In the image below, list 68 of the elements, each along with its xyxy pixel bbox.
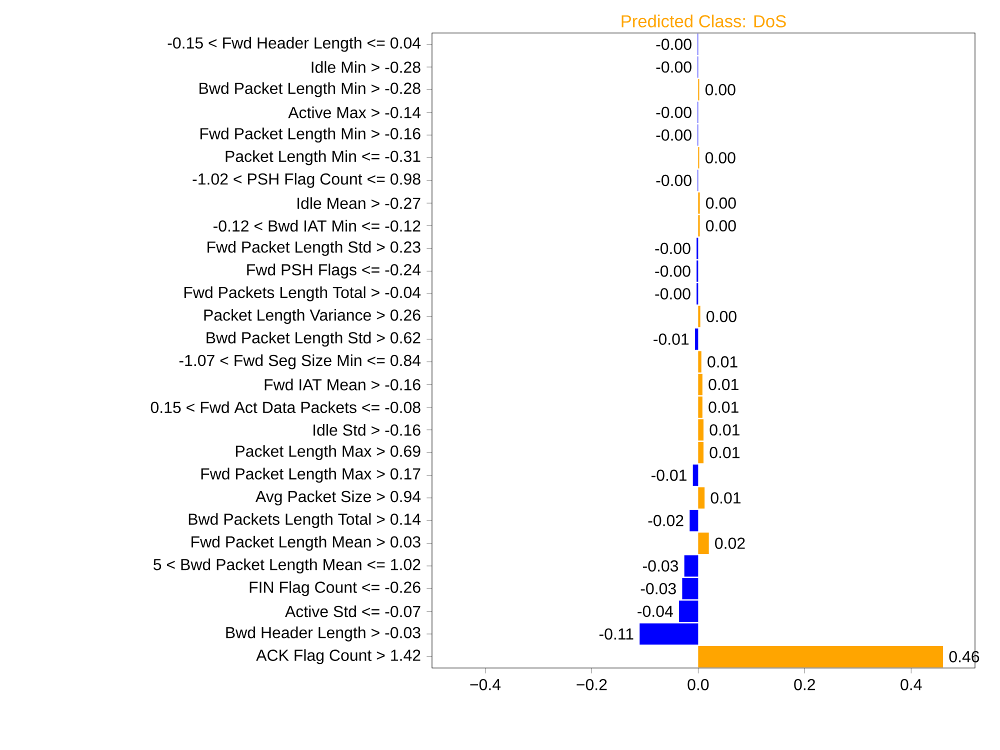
data-label: -0.00 xyxy=(656,106,692,118)
y-tick-label: Packet Length Min <= -0.31 xyxy=(226,150,420,166)
y-tick-label: Fwd Packet Length Max > 0.17 xyxy=(201,468,420,483)
y-tick-label: Bwd Packets Length Total > 0.14 xyxy=(188,513,421,528)
data-label: -0.02 xyxy=(648,514,684,526)
data-label: 0.00 xyxy=(706,220,736,232)
data-label: -0.01 xyxy=(654,334,689,345)
data-label: 0.01 xyxy=(710,492,741,504)
y-tick-label: Idle Std > -0.16 xyxy=(314,424,420,436)
y-tick-label: Fwd Packet Length Min > -0.16 xyxy=(200,128,420,143)
y-tick-label: Avg Packet Size > 0.94 xyxy=(256,490,421,506)
bar xyxy=(690,510,698,532)
data-label: 0.46 xyxy=(949,651,980,662)
y-tick-label: 5 < Bwd Packet Length Mean <= 1.02 xyxy=(154,558,420,574)
bar xyxy=(698,487,705,509)
y-tick-label: Packet Length Variance > 0.26 xyxy=(204,309,420,324)
y-tick-label: Idle Mean > -0.27 xyxy=(298,197,420,209)
data-label: -0.00 xyxy=(655,242,690,254)
bar xyxy=(694,328,698,350)
data-label: -0.04 xyxy=(638,606,673,617)
data-label: -0.00 xyxy=(655,265,690,277)
data-label: -0.00 xyxy=(656,38,692,50)
x-tick-label: 0.4 xyxy=(900,678,922,690)
x-tick-label: −0.4 xyxy=(470,678,501,690)
bar xyxy=(698,532,709,554)
x-tick-label: 0.0 xyxy=(688,678,709,690)
data-label: -0.01 xyxy=(651,470,686,481)
data-label: 0.01 xyxy=(708,378,738,390)
data-label: 0.01 xyxy=(708,356,738,368)
data-label: -0.00 xyxy=(656,129,692,141)
y-tick-label: -1.07 < Fwd Seg Size Min <= 0.84 xyxy=(179,354,421,370)
y-tick-label: -0.15 < Fwd Header Length <= 0.04 xyxy=(168,36,421,52)
y-tick-label: Fwd IAT Mean > -0.16 xyxy=(264,378,420,390)
y-tick-label: -0.12 < Bwd IAT Min <= -0.12 xyxy=(214,220,420,232)
data-label: -0.03 xyxy=(640,582,676,594)
y-tick-label: Bwd Packet Length Min > -0.28 xyxy=(200,82,420,98)
data-label: -0.00 xyxy=(656,174,692,186)
data-label: -0.00 xyxy=(656,61,692,73)
y-tick-label: Fwd PSH Flags <= -0.24 xyxy=(247,264,421,279)
data-label: -0.11 xyxy=(599,628,634,640)
data-label: 0.01 xyxy=(710,424,740,436)
y-tick-label: Packet Length Max > 0.69 xyxy=(236,445,420,460)
y-tick-label: Idle Min > -0.28 xyxy=(312,61,420,73)
y-tick-label: Active Max > -0.14 xyxy=(288,106,421,118)
bar xyxy=(692,464,698,486)
x-tick-label: 0.2 xyxy=(794,678,815,690)
data-label: 0.00 xyxy=(706,197,736,209)
data-label: 0.00 xyxy=(706,310,736,322)
data-label: -0.03 xyxy=(642,560,678,572)
data-label: -0.00 xyxy=(655,288,690,300)
y-tick-label: Active Std <= -0.07 xyxy=(285,605,420,618)
data-label: 0.02 xyxy=(715,538,745,549)
x-tick-label: −0.2 xyxy=(576,678,607,690)
data-label: 0.00 xyxy=(705,84,736,96)
y-tick-label: Fwd Packet Length Mean > 0.03 xyxy=(192,536,420,551)
data-label: 0.01 xyxy=(710,446,740,458)
y-tick-label: ACK Flag Count > 1.42 xyxy=(256,649,420,664)
chart-title: Predicted Class: DoS xyxy=(622,14,786,28)
y-tick-label: -1.02 < PSH Flag Count <= 0.98 xyxy=(192,172,420,188)
y-tick-label: FIN Flag Count <= -0.26 xyxy=(250,581,420,596)
y-tick-label: Fwd Packet Length Std > 0.23 xyxy=(208,241,420,256)
y-tick-label: Bwd Header Length > -0.03 xyxy=(226,626,420,642)
bar xyxy=(698,646,944,668)
y-tick-label: Fwd Packets Length Total > -0.04 xyxy=(184,286,421,302)
data-label: 0.01 xyxy=(708,402,738,413)
data-label: 0.00 xyxy=(705,152,736,164)
y-tick-label: 0.15 < Fwd Act Data Packets <= -0.08 xyxy=(150,401,420,414)
y-tick-label: Bwd Packet Length Std > 0.62 xyxy=(206,332,420,347)
